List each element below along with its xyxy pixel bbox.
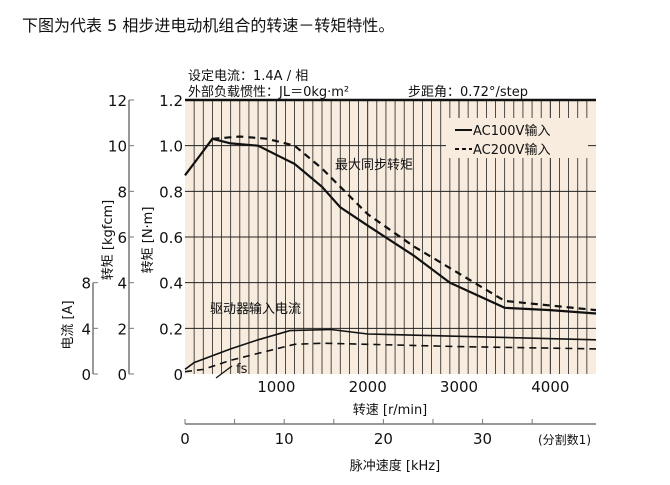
current-tick-label: 4 bbox=[81, 320, 91, 338]
torque-curve-solid bbox=[184, 137, 597, 315]
y-tick-nm: 0.6 bbox=[159, 229, 183, 247]
annotation-torque: 最大同步转矩 bbox=[335, 158, 413, 173]
kgf-tick-label: 8 bbox=[117, 183, 127, 201]
condition-current: 设定电流：1.4A / 相 bbox=[188, 69, 308, 84]
condition-step-angle: 步距角：0.72°/step bbox=[408, 85, 528, 100]
khz-tick-label: 30 bbox=[473, 430, 492, 448]
kgf-tick-label: 10 bbox=[108, 138, 127, 156]
kgf-tick-label: 4 bbox=[117, 275, 127, 293]
y-tick-nm: 0.4 bbox=[159, 275, 183, 293]
kgf-tick-label: 6 bbox=[117, 229, 127, 247]
current-curve-solid bbox=[184, 328, 597, 371]
legend: AC100V输入 AC200V输入 bbox=[446, 118, 588, 158]
current-tick-label: 0 bbox=[81, 366, 91, 384]
x-axis-label: 转速 [r/min] bbox=[353, 403, 428, 418]
x2-axis-note: (分割数1) bbox=[538, 432, 591, 447]
x-tick-label: 1000 bbox=[257, 378, 295, 396]
y-tick-nm: 1.2 bbox=[159, 92, 183, 110]
y-label-nm: 转矩 [N·m] bbox=[141, 207, 156, 274]
y-label-kgf: 转矩 [kgfcm] bbox=[101, 200, 116, 280]
y-tick-nm: 0 bbox=[173, 366, 183, 384]
khz-tick-label: 10 bbox=[275, 430, 294, 448]
khz-tick-label: 0 bbox=[180, 430, 190, 448]
torque-curve-dashed bbox=[212, 135, 597, 312]
fs-arrow bbox=[215, 365, 233, 379]
khz-tick-label: 20 bbox=[374, 430, 393, 448]
x2-axis-label: 脉冲速度 [kHz] bbox=[350, 458, 440, 474]
annotation-fs: fs bbox=[236, 362, 248, 377]
annotation-current: 驱动器输入电流 bbox=[210, 301, 301, 317]
curves bbox=[184, 135, 597, 373]
caption: 下图为代表 5 相步进电动机组合的转速－转矩特性。 bbox=[22, 16, 395, 35]
x-tick-label: 2000 bbox=[349, 378, 387, 396]
x-tick-label: 4000 bbox=[531, 378, 569, 396]
legend-ac200v: AC200V输入 bbox=[473, 142, 550, 158]
kgf-tick-label: 0 bbox=[117, 366, 127, 384]
condition-inertia: 外部负载惯性：JL＝0kg·m² bbox=[188, 84, 349, 100]
current-curve-dashed bbox=[184, 342, 597, 373]
kgf-tick-label: 2 bbox=[117, 320, 127, 338]
kgf-tick-label: 12 bbox=[108, 92, 127, 110]
x-tick-label: 3000 bbox=[440, 378, 478, 396]
y-tick-nm: 0.2 bbox=[159, 320, 183, 338]
y-tick-nm: 1.0 bbox=[159, 138, 183, 156]
current-tick-label: 8 bbox=[81, 275, 91, 293]
axes: 0 0.2 0.4 0.6 0.8 1.0 1.2 0 2 4 6 8 10 12 0 4 8 1000 2000 3… bbox=[81, 92, 596, 448]
legend-ac100v: AC100V输入 bbox=[473, 123, 550, 139]
y-tick-nm: 0.8 bbox=[159, 183, 183, 201]
y-label-current: 电流 [A] bbox=[61, 300, 76, 349]
